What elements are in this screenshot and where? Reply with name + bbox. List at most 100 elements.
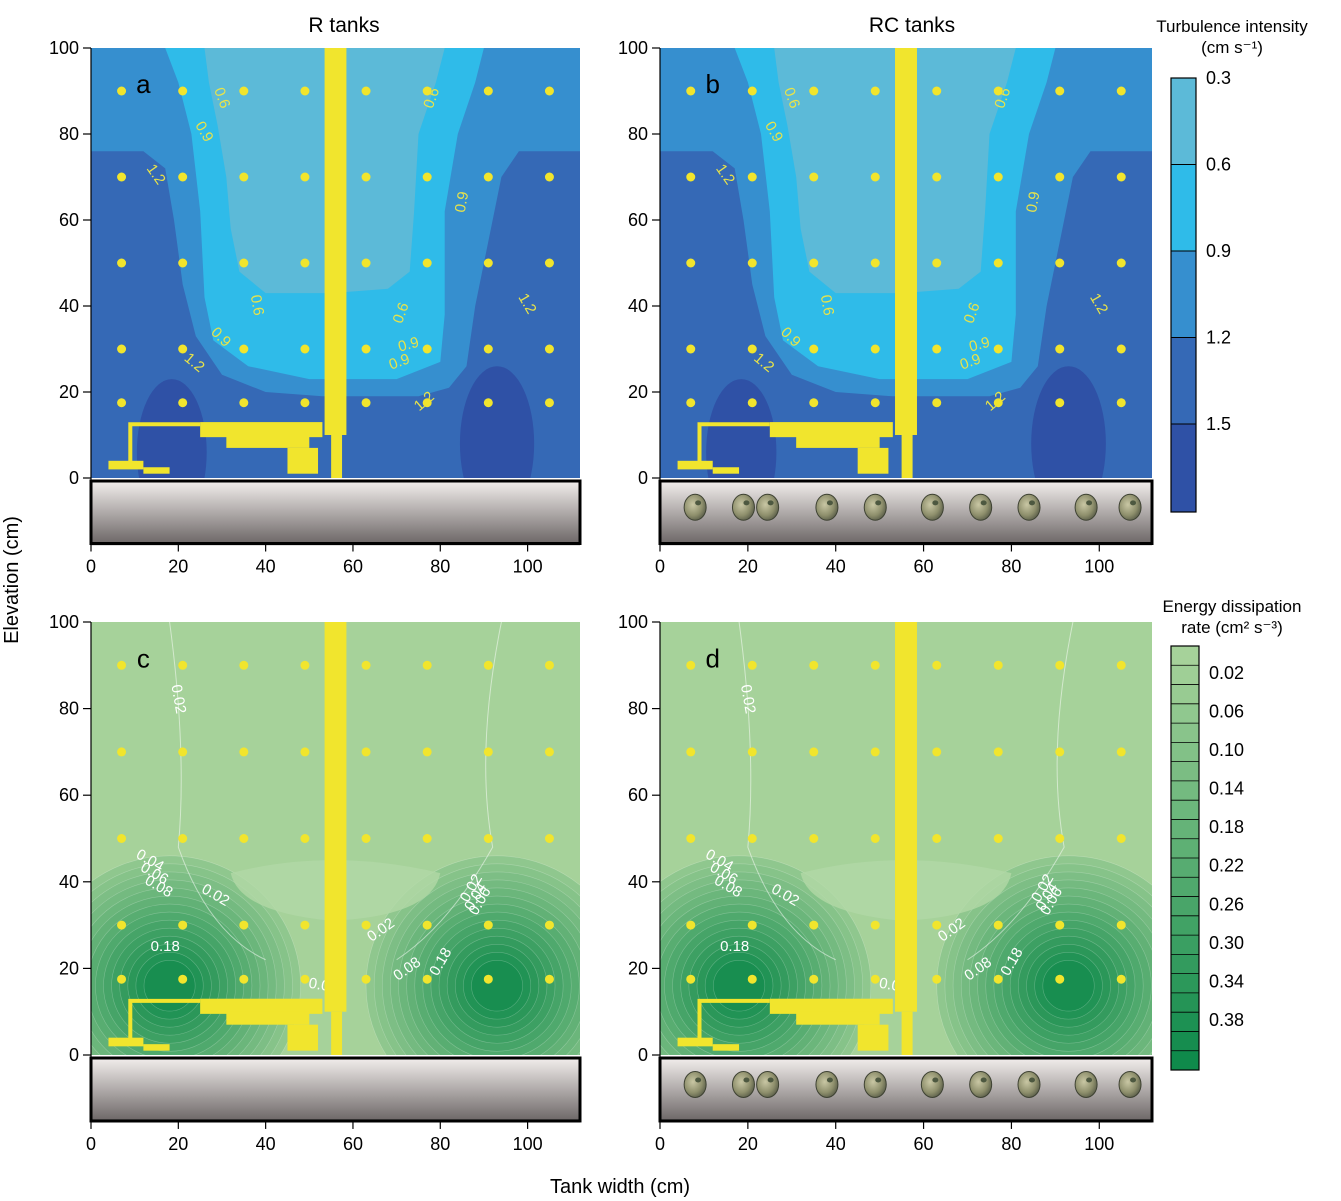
x-tick-label: 100 [513,1134,543,1154]
x-tick-label: 0 [655,557,665,577]
sample-point [300,344,310,354]
sample-point [239,398,249,408]
colorbar-tick-label: 0.14 [1209,779,1244,799]
y-tick-label: 60 [59,210,79,230]
sample-point [747,660,757,670]
x-tick-label: 0 [86,557,96,577]
panel-content: 0.020.040.060.08 0.020.180.020.040.020.04… [91,622,580,1055]
dissipation-contour [713,960,766,1012]
contour-label: 0.6 [961,300,984,325]
sample-point [1055,660,1065,670]
colorbar-band [1171,1050,1199,1071]
hose-foot-2 [143,467,170,474]
sample-point [747,974,757,984]
sample-point [300,172,310,182]
sample-point [239,172,249,182]
x-tick-label: 80 [1001,1134,1021,1154]
colorbar-band [1171,723,1199,743]
sample-point [870,172,880,182]
y-tick-label: 80 [59,699,79,719]
contour-band-1.5 [459,366,535,478]
sample-point [747,747,757,757]
sample-point [1055,398,1065,408]
clam-icon [683,493,707,521]
colorbar-band [1171,858,1199,878]
sample-point [422,344,432,354]
colorbar-band [1171,780,1199,801]
clam-shell [815,493,839,521]
clam-shell [1017,1070,1041,1098]
clam-mark [767,1077,774,1083]
panel-letter: a [136,69,151,99]
sample-point [932,660,942,670]
sample-point [178,258,188,268]
x-tick-label: 0 [655,1134,665,1154]
sample-point [483,344,493,354]
sample-point [747,86,757,96]
dissipation-contour [1042,960,1095,1012]
colorbar-tick-label: 0.9 [1206,241,1231,261]
sample-point [932,344,942,354]
y-tick-label: 80 [628,124,648,144]
hose-foot-2 [712,1044,740,1051]
panel-letter: b [705,69,719,99]
y-tick-label: 100 [618,38,648,58]
sample-point [993,660,1003,670]
colorbar-tick-label: 0.18 [1209,817,1244,837]
colorbar-band [1171,954,1199,975]
dissipation-contour [471,960,523,1012]
clam-mark [980,500,987,506]
sample-point [686,747,696,757]
colorbar-tick-label: 0.38 [1209,1010,1244,1030]
sample-point [1116,172,1126,182]
sample-point [993,172,1003,182]
turbulence-colorbar-title-1: Turbulence intensity [1156,17,1308,36]
clam-shell [969,1070,993,1098]
colorbar-tick-label: 0.10 [1209,740,1244,760]
sample-point [422,974,432,984]
hose-foot [108,1037,144,1047]
hose-foot [108,460,144,470]
airlift-tube-base [901,1011,913,1055]
sample-point [1055,834,1065,843]
sample-point [747,258,757,268]
sample-point [870,258,880,268]
sample-point [300,834,310,843]
sample-point [117,398,127,408]
clam-icon [731,493,755,521]
x-tick-label: 80 [430,557,450,577]
clam-mark [767,500,774,506]
clam-mark [1029,500,1035,506]
contour-band-0.3 [774,48,1016,294]
sample-point [178,398,188,408]
sample-point [809,747,819,757]
sample-point [932,258,942,268]
sample-point [686,660,696,670]
inlet-hose [128,422,201,466]
sample-point [809,398,819,408]
sample-point [993,398,1003,408]
y-tick-label: 0 [69,1045,79,1065]
clam-icon [731,1070,755,1098]
contour-label: 0.9 [396,334,421,356]
colorbar-band [1171,761,1199,782]
sample-point [361,920,371,930]
contour-band-1.5 [706,379,777,478]
sample-point [1116,920,1126,930]
y-axis-label: Elevation (cm) [1,516,23,644]
contour-label: 0.02 [737,683,759,715]
sample-point [300,920,310,930]
dissipation-contour [143,960,196,1012]
clam-icon [683,1070,707,1098]
clam-shell [756,1070,780,1098]
sample-point [544,398,554,408]
contour-label: 0.02 [167,683,189,715]
colorbar-tick-label: 1.5 [1206,414,1231,434]
colorbar-band [1171,251,1196,338]
sample-point [993,258,1003,268]
clam-icon [1074,1070,1098,1098]
panel-c: 0.020.040.060.08 0.020.180.020.040.020.04… [49,612,582,1154]
sample-point [544,86,554,96]
clam-mark [875,1077,882,1083]
water-pipe [769,422,893,438]
